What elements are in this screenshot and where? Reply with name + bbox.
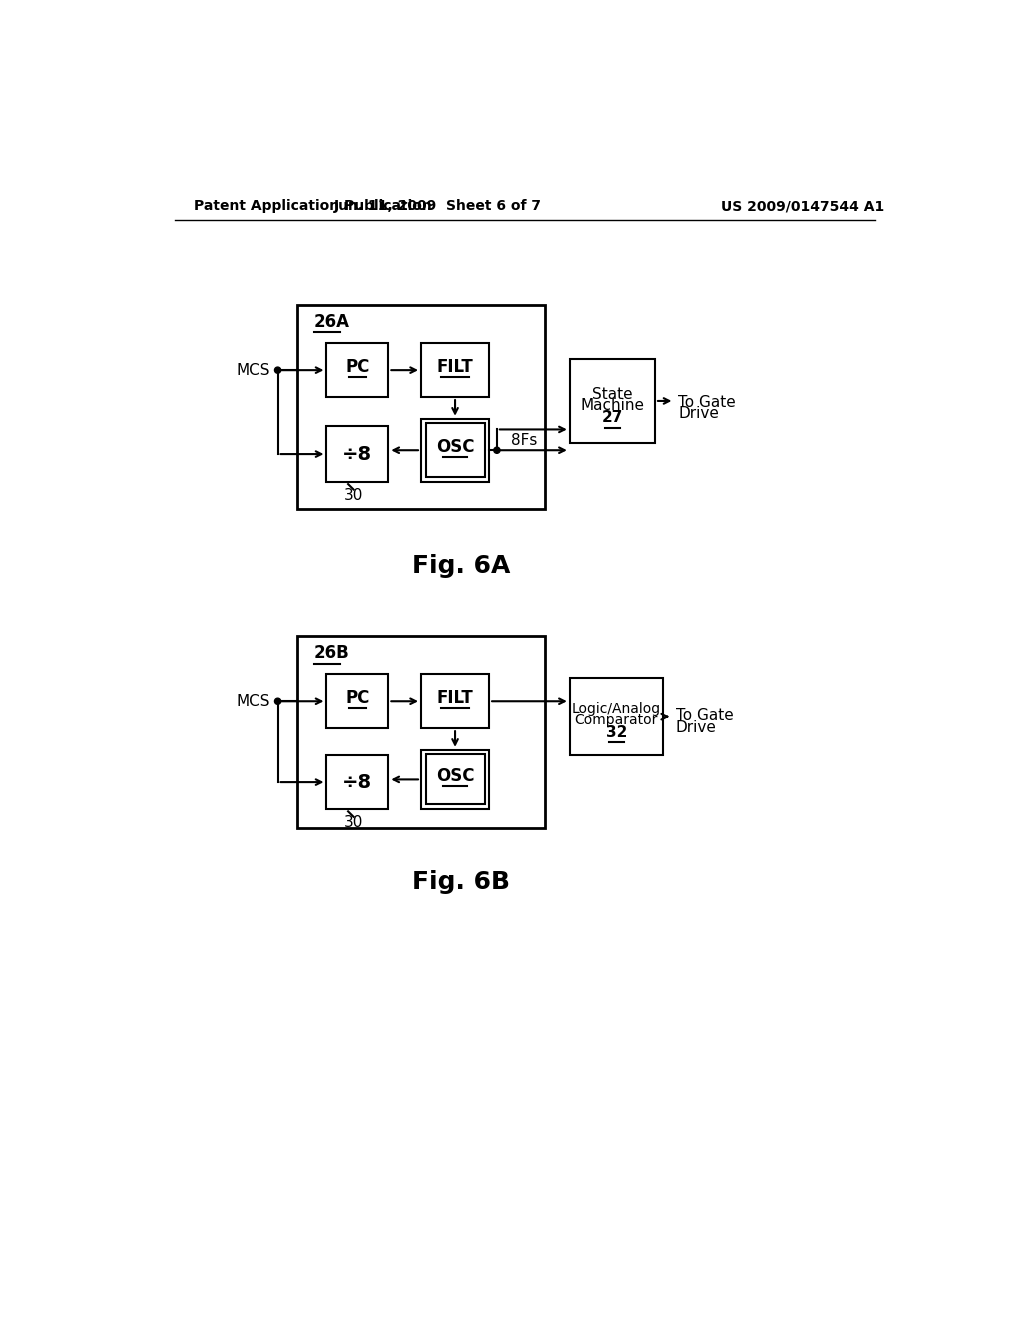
Text: 26B: 26B [314, 644, 350, 661]
Text: PC: PC [345, 358, 370, 376]
Text: ÷8: ÷8 [342, 772, 373, 792]
Text: Jun. 11, 2009  Sheet 6 of 7: Jun. 11, 2009 Sheet 6 of 7 [334, 199, 542, 213]
Bar [421, 418, 489, 482]
Bar [421, 750, 489, 809]
Text: 26A: 26A [314, 313, 350, 330]
Text: MCS: MCS [237, 363, 270, 378]
Text: Machine: Machine [581, 399, 644, 413]
Bar [297, 636, 545, 829]
Text: FILT: FILT [436, 689, 473, 708]
Text: To Gate: To Gate [678, 395, 736, 411]
Bar [421, 675, 489, 729]
Text: 27: 27 [602, 411, 623, 425]
Text: PC: PC [345, 689, 370, 708]
Bar [569, 359, 655, 444]
Text: Drive: Drive [678, 405, 719, 421]
Text: OSC: OSC [436, 767, 474, 785]
Text: 30: 30 [344, 816, 364, 830]
Text: 32: 32 [605, 725, 627, 739]
Circle shape [494, 447, 500, 453]
Text: ÷8: ÷8 [342, 445, 373, 463]
Text: To Gate: To Gate [676, 708, 733, 722]
Text: OSC: OSC [436, 438, 474, 457]
Text: Comparator: Comparator [574, 713, 658, 727]
Text: Fig. 6B: Fig. 6B [413, 870, 510, 894]
Bar [569, 678, 663, 755]
Bar [327, 755, 388, 809]
Circle shape [274, 367, 281, 374]
Bar [327, 343, 388, 397]
Text: MCS: MCS [237, 694, 270, 709]
Text: 8Fs: 8Fs [511, 433, 538, 449]
Text: State: State [592, 387, 633, 403]
Text: US 2009/0147544 A1: US 2009/0147544 A1 [721, 199, 884, 213]
Bar [421, 343, 489, 397]
Text: FILT: FILT [436, 358, 473, 376]
Text: Fig. 6A: Fig. 6A [412, 554, 510, 578]
Bar [426, 755, 484, 804]
Bar [327, 426, 388, 482]
Text: Logic/Analog: Logic/Analog [571, 702, 660, 715]
Text: 30: 30 [344, 488, 364, 503]
Bar [297, 305, 545, 508]
Text: Drive: Drive [676, 719, 717, 735]
Circle shape [274, 698, 281, 705]
Bar [327, 675, 388, 729]
Bar [426, 424, 484, 478]
Text: Patent Application Publication: Patent Application Publication [194, 199, 432, 213]
